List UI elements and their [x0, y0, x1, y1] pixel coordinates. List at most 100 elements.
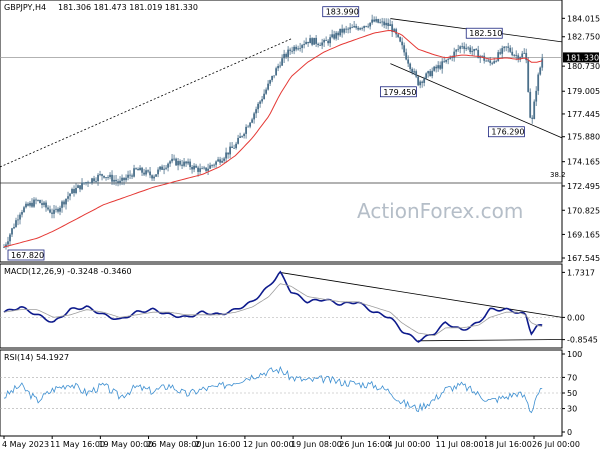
candle-body — [461, 46, 464, 48]
candle-body — [143, 172, 145, 175]
candle-body — [317, 43, 320, 45]
candle-body — [365, 26, 368, 27]
candle-body — [207, 168, 209, 171]
rsi-axis-label: 30 — [567, 405, 577, 414]
candle-body — [181, 164, 183, 166]
candle-body — [353, 26, 356, 28]
candle-body — [397, 34, 400, 38]
candle-body — [119, 180, 121, 183]
candle-body — [355, 26, 358, 28]
candle-body — [477, 49, 480, 59]
candle-body — [193, 165, 195, 170]
candle-body — [531, 117, 534, 119]
candle-body — [361, 27, 364, 29]
price-axis-label: 174.165 — [567, 158, 600, 167]
candle-body — [105, 177, 107, 178]
candle-body — [363, 26, 366, 28]
candle-body — [263, 93, 265, 100]
candle-body — [329, 37, 332, 44]
candle-body — [97, 174, 99, 182]
candle-body — [305, 41, 308, 45]
date-axis-label: 4 Jul 00:00 — [387, 440, 430, 449]
candle-body — [53, 209, 55, 214]
candle-body — [381, 21, 384, 23]
candle-body — [267, 83, 269, 90]
candle-body — [425, 73, 428, 79]
fib-label: 38.2 — [550, 171, 566, 179]
candle-body — [87, 182, 89, 183]
candle-body — [81, 182, 83, 190]
candle-body — [99, 174, 101, 175]
price-axis-label: 169.165 — [567, 230, 600, 239]
candle-body — [173, 158, 175, 160]
candle-body — [469, 47, 472, 53]
candle-body — [83, 182, 85, 184]
candle-body — [237, 137, 239, 144]
candle-body — [167, 163, 169, 168]
candle-body — [331, 34, 334, 38]
candle-body — [29, 202, 31, 206]
candle-body — [301, 45, 304, 48]
candle-body — [299, 47, 302, 49]
candle-body — [311, 38, 314, 45]
candle-body — [191, 166, 193, 170]
macd-lower-trendline — [417, 339, 563, 342]
candle-body — [513, 54, 516, 56]
price-annotation-label: 179.450 — [383, 88, 416, 97]
candle-body — [325, 40, 328, 41]
date-axis-label: 2 Jun 16:00 — [195, 440, 241, 449]
candle-body — [157, 169, 159, 175]
candle-body — [233, 147, 235, 149]
candle-body — [451, 56, 454, 58]
candle-body — [443, 61, 446, 63]
candle-body — [107, 177, 109, 178]
candle-body — [227, 152, 229, 155]
candle-body — [217, 159, 219, 162]
candle-body — [497, 52, 500, 61]
candle-body — [337, 32, 340, 36]
candle-body — [499, 52, 502, 54]
price-annotation-label: 182.510 — [469, 29, 502, 38]
candle-body — [77, 185, 79, 188]
candle-body — [347, 28, 350, 30]
candle-body — [373, 19, 376, 22]
candle-body — [409, 63, 412, 69]
candle-body — [247, 126, 249, 128]
candle-body — [215, 161, 217, 165]
macd-panel-frame — [0, 263, 563, 349]
candle-body — [45, 202, 47, 208]
candle-body — [165, 167, 167, 169]
rsi-line — [3, 365, 543, 414]
candle-body — [205, 167, 207, 171]
candle-body — [137, 168, 139, 171]
candle-body — [249, 122, 251, 127]
candle-body — [447, 58, 450, 60]
price-axis-label: 172.495 — [567, 182, 600, 191]
candle-body — [487, 60, 490, 62]
candle-body — [291, 50, 294, 52]
candle-body — [163, 168, 165, 170]
candle-body — [203, 167, 205, 169]
candle-body — [319, 44, 322, 46]
ohlc-readout: 181.306 181.473 181.019 181.330 — [58, 3, 198, 12]
candle-body — [101, 174, 103, 176]
candle-body — [253, 113, 255, 120]
candle-body — [201, 168, 203, 170]
candle-body — [149, 171, 151, 176]
macd-axis-label: 0.00 — [567, 313, 585, 322]
candle-body — [225, 152, 227, 159]
candle-body — [367, 26, 370, 28]
candle-body — [315, 37, 318, 44]
candle-body — [433, 66, 436, 71]
price-annotation-box — [379, 86, 417, 98]
candle-body — [307, 41, 310, 44]
candle-body — [295, 46, 298, 50]
candle-body — [195, 165, 197, 168]
candle-body — [35, 199, 37, 201]
candle-body — [91, 178, 93, 183]
price-axis-label: 167.545 — [567, 254, 600, 263]
candle-body — [283, 53, 286, 59]
candle-body — [19, 214, 21, 220]
candle-body — [85, 182, 87, 184]
candle-body — [405, 52, 408, 60]
